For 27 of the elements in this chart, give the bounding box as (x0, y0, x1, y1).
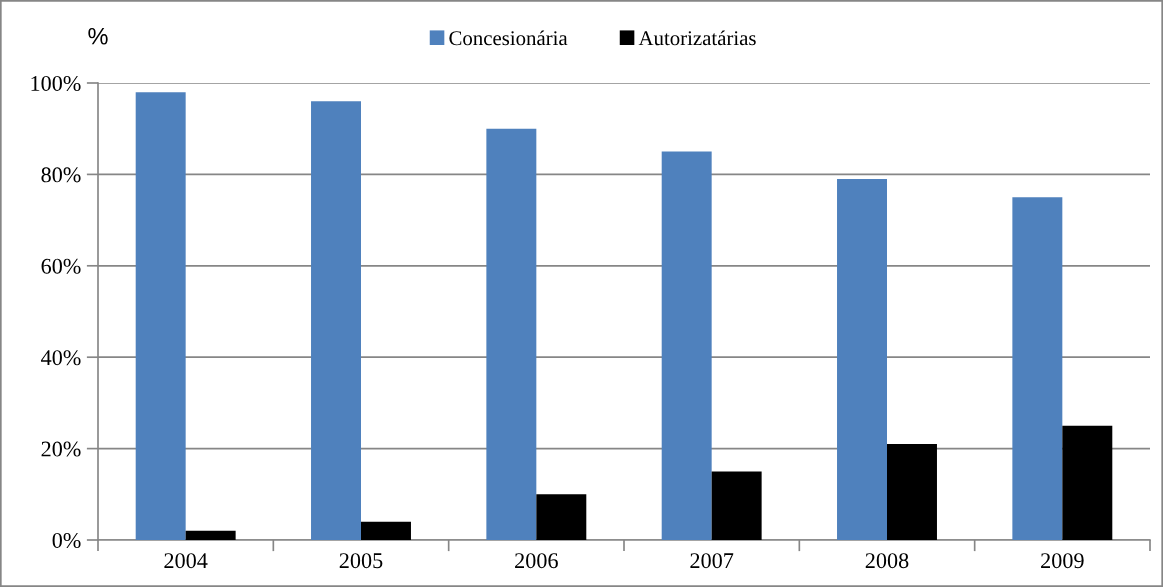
bar (486, 128, 537, 540)
x-tick-label: 2009 (1041, 553, 1084, 569)
y-tick-label: 60% (41, 258, 81, 274)
legend-label: Concesionária (449, 30, 568, 46)
bar (135, 92, 186, 540)
bar (1062, 425, 1113, 540)
x-tick-label: 2005 (339, 553, 383, 569)
y-tick-label: 0% (52, 532, 81, 548)
bar (887, 444, 937, 540)
x-tick-label: 2008 (865, 553, 909, 569)
legend-label: Autorizatárias (638, 30, 756, 46)
x-tick-label: 2007 (690, 553, 734, 569)
y-tick-label: 80% (41, 167, 81, 183)
bar (311, 101, 361, 540)
bar (536, 494, 587, 540)
y-tick-label: 20% (41, 441, 81, 457)
y-tick-label: 40% (41, 350, 81, 366)
y-axis-title: % (88, 27, 108, 45)
y-tick-label: 100% (31, 75, 81, 91)
bar (711, 471, 762, 540)
bar (1012, 197, 1063, 540)
bar (361, 521, 411, 540)
bar (185, 530, 236, 540)
bar (661, 151, 712, 540)
bar (837, 178, 887, 540)
x-tick-label: 2006 (515, 553, 558, 569)
x-tick-label: 2004 (164, 553, 208, 569)
